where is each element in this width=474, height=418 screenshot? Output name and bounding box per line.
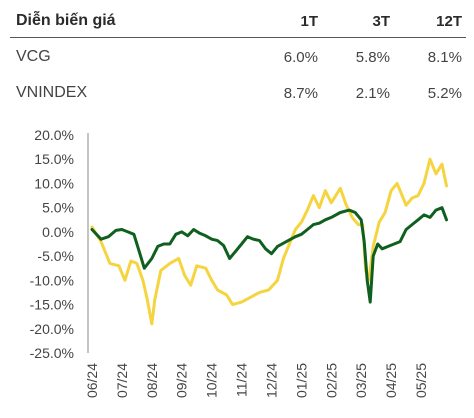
y-tick-label: 5.0% <box>42 200 74 216</box>
x-tick-label: 12/24 <box>263 363 279 398</box>
row-name: VCG <box>16 48 51 65</box>
x-tick-label: 01/25 <box>293 363 309 398</box>
series-line-yellow <box>90 157 448 326</box>
y-tick-label: -15.0% <box>30 297 74 313</box>
row-value: 5.2% <box>427 84 462 102</box>
performance-table: Diễn biến giá 1T 3T 12T VCG 6.0% 5.8% 8.… <box>10 6 466 110</box>
header-col-3t: 3T <box>322 6 394 38</box>
series-line-green <box>90 206 448 304</box>
y-tick-label: 15.0% <box>34 151 74 167</box>
x-tick-label: 02/25 <box>323 363 339 398</box>
row-value: 8.7% <box>283 84 318 102</box>
row-name: VNINDEX <box>16 84 88 101</box>
row-value: 5.8% <box>355 48 390 66</box>
table-row: VNINDEX 8.7% 2.1% 5.2% <box>10 74 466 110</box>
table-header-row: Diễn biến giá 1T 3T 12T <box>10 6 466 38</box>
x-tick-label: 10/24 <box>204 363 220 398</box>
y-tick-label: -5.0% <box>37 248 74 264</box>
y-tick-label: -25.0% <box>30 345 74 361</box>
y-tick-label: -20.0% <box>30 321 74 337</box>
x-tick-label: 06/24 <box>84 363 100 398</box>
y-tick-label: 20.0% <box>34 127 74 143</box>
y-tick-label: 10.0% <box>34 175 74 191</box>
x-tick-label: 08/24 <box>144 363 160 398</box>
x-tick-label: 11/24 <box>234 363 250 397</box>
header-label: Diễn biến giá <box>10 6 250 38</box>
header-col-12t: 12T <box>394 6 466 38</box>
y-tick-label: 0.0% <box>42 224 74 240</box>
x-tick-label: 05/25 <box>413 363 429 398</box>
x-tick-label: 03/25 <box>353 363 369 398</box>
row-value: 8.1% <box>427 48 462 66</box>
x-tick-label: 04/25 <box>383 363 399 398</box>
row-value: 2.1% <box>355 84 390 102</box>
x-tick-label: 09/24 <box>174 363 190 398</box>
x-tick-label: 07/24 <box>114 363 130 398</box>
header-col-1t: 1T <box>250 6 322 38</box>
table-row: VCG 6.0% 5.8% 8.1% <box>10 38 466 75</box>
y-tick-label: -10.0% <box>30 272 74 288</box>
row-value: 6.0% <box>283 48 318 66</box>
